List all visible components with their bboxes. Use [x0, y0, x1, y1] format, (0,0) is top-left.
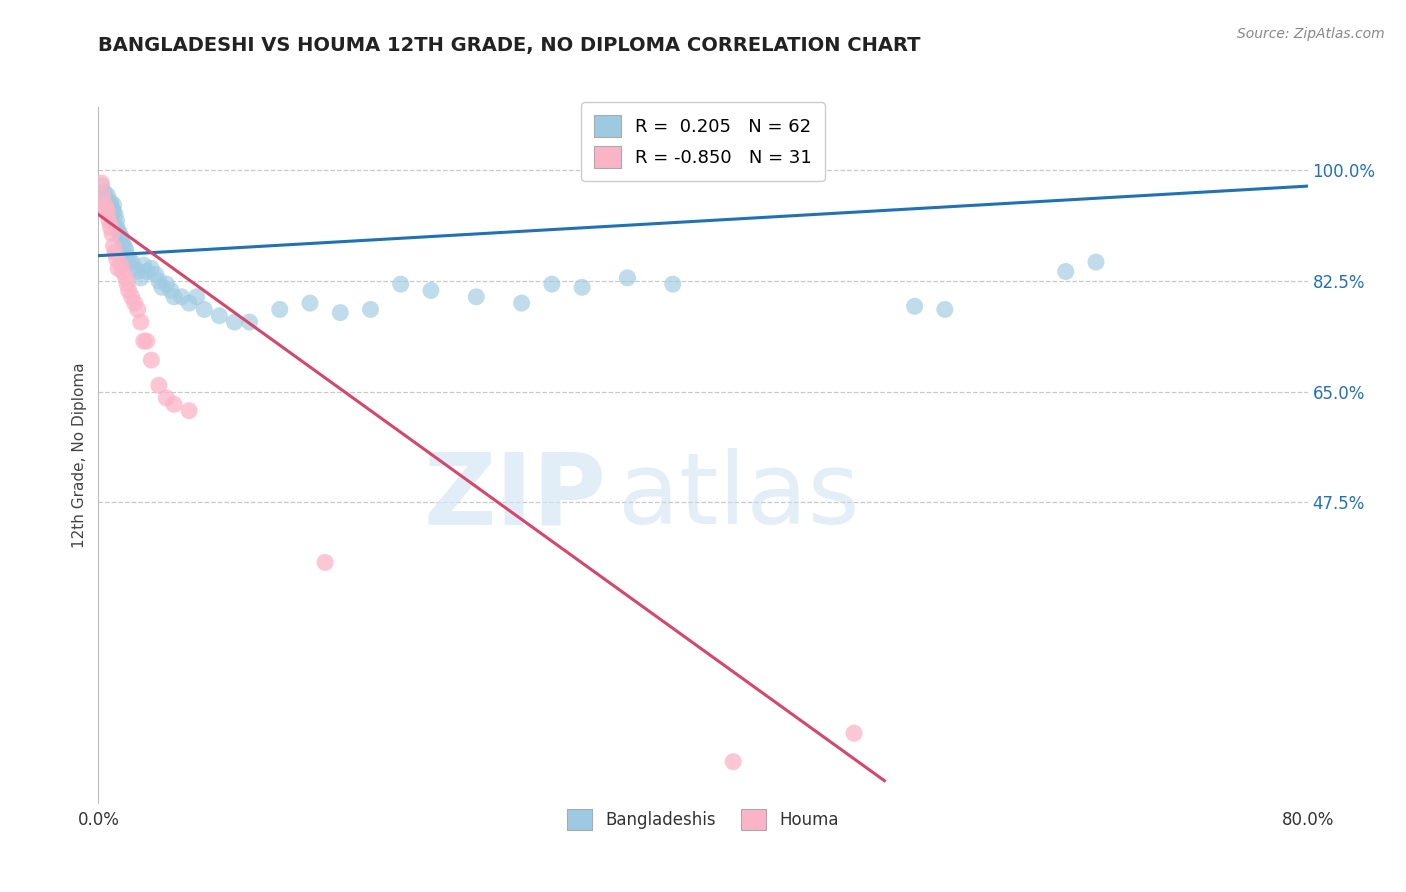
Point: [115, 249, 138, 263]
Point: [111, 235, 134, 250]
Point: [179, 403, 201, 417]
Point: [124, 261, 146, 276]
Y-axis label: 12th Grade, No Diploma: 12th Grade, No Diploma: [72, 362, 87, 548]
Point: [105, 214, 128, 228]
Text: ZIP: ZIP: [423, 448, 606, 545]
Point: [135, 264, 157, 278]
Point: [193, 302, 215, 317]
Point: [571, 280, 593, 294]
Point: [110, 258, 132, 272]
Point: [510, 296, 533, 310]
Point: [844, 726, 866, 740]
Point: [299, 296, 322, 310]
Point: [114, 270, 136, 285]
Point: [389, 277, 412, 292]
Point: [145, 268, 167, 282]
Text: BANGLADESHI VS HOUMA 12TH GRADE, NO DIPLOMA CORRELATION CHART: BANGLADESHI VS HOUMA 12TH GRADE, NO DIPL…: [98, 36, 921, 54]
Point: [118, 252, 141, 266]
Point: [150, 280, 173, 294]
Point: [121, 255, 143, 269]
Point: [100, 220, 122, 235]
Point: [661, 277, 683, 292]
Point: [91, 188, 114, 202]
Point: [98, 201, 121, 215]
Legend: Bangladeshis, Houma: Bangladeshis, Houma: [561, 803, 845, 836]
Point: [148, 274, 170, 288]
Point: [132, 334, 155, 348]
Point: [94, 201, 117, 215]
Point: [155, 391, 177, 405]
Point: [111, 264, 134, 278]
Point: [239, 315, 262, 329]
Point: [420, 284, 443, 298]
Point: [94, 192, 117, 206]
Point: [93, 198, 115, 212]
Point: [96, 204, 118, 219]
Point: [98, 204, 121, 219]
Point: [107, 223, 129, 237]
Point: [103, 204, 125, 219]
Point: [616, 270, 638, 285]
Point: [105, 220, 128, 235]
Point: [155, 277, 177, 292]
Point: [132, 258, 155, 272]
Point: [100, 194, 122, 209]
Point: [1085, 255, 1108, 269]
Point: [100, 198, 122, 212]
Point: [96, 188, 118, 202]
Point: [108, 227, 131, 241]
Point: [723, 755, 745, 769]
Point: [124, 296, 146, 310]
Point: [129, 270, 152, 285]
Point: [163, 290, 186, 304]
Point: [186, 290, 208, 304]
Point: [127, 264, 149, 278]
Point: [121, 290, 143, 304]
Point: [90, 176, 112, 190]
Point: [110, 229, 132, 244]
Point: [224, 315, 246, 329]
Point: [148, 378, 170, 392]
Point: [329, 305, 352, 319]
Text: atlas: atlas: [619, 448, 860, 545]
Point: [179, 296, 201, 310]
Point: [118, 284, 141, 298]
Point: [104, 245, 127, 260]
Point: [101, 227, 124, 241]
Point: [904, 299, 927, 313]
Point: [91, 188, 114, 202]
Point: [103, 239, 125, 253]
Point: [104, 208, 127, 222]
Point: [101, 208, 124, 222]
Point: [135, 334, 157, 348]
Point: [129, 315, 152, 329]
Point: [269, 302, 291, 317]
Point: [314, 556, 336, 570]
Point: [1054, 264, 1077, 278]
Text: Source: ZipAtlas.com: Source: ZipAtlas.com: [1237, 27, 1385, 41]
Point: [114, 243, 136, 257]
Point: [90, 179, 112, 194]
Point: [360, 302, 382, 317]
Point: [127, 302, 149, 317]
Point: [107, 261, 129, 276]
Point: [112, 239, 135, 253]
Point: [465, 290, 488, 304]
Point: [934, 302, 956, 317]
Point: [105, 252, 128, 266]
Point: [94, 198, 117, 212]
Point: [160, 284, 183, 298]
Point: [115, 277, 138, 292]
Point: [98, 214, 121, 228]
Point: [540, 277, 562, 292]
Point: [96, 194, 118, 209]
Point: [208, 309, 231, 323]
Point: [101, 201, 124, 215]
Point: [103, 198, 125, 212]
Point: [141, 353, 163, 368]
Point: [170, 290, 193, 304]
Point: [141, 261, 163, 276]
Point: [93, 186, 115, 200]
Point: [163, 397, 186, 411]
